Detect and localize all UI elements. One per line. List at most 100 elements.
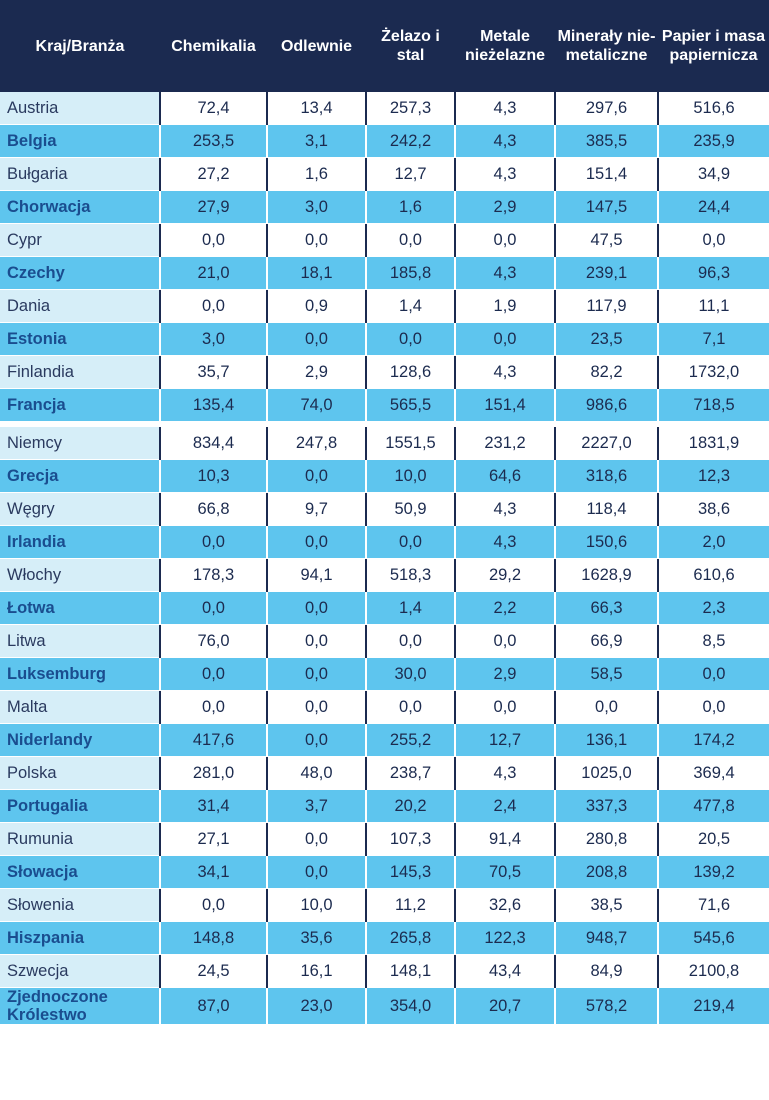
country-cell: Bułgaria: [0, 157, 160, 191]
table-row: Bułgaria 27,2 1,6 12,7 4,3 151,4 34,9: [0, 157, 769, 191]
foundries-cell: 23,0: [266, 987, 366, 1025]
iron-steel-cell: 30,0: [365, 657, 455, 691]
foundries-cell: 13,4: [266, 92, 366, 125]
non-ferrous-metals-cell: 2,2: [454, 591, 555, 625]
non-ferrous-metals-cell: 2,9: [454, 657, 555, 691]
table-row: Słowenia 0,0 10,0 11,2 32,6 38,5 71,6: [0, 888, 769, 922]
non-metallic-minerals-cell: 23,5: [554, 322, 658, 356]
foundries-cell: 0,9: [266, 289, 366, 323]
industry-data-table: Kraj/Branża Chemikalia Odlewnie Żelazo i…: [0, 0, 769, 1025]
pulp-paper-cell: 610,6: [657, 558, 769, 592]
iron-steel-cell: 12,7: [365, 157, 455, 191]
country-cell: Dania: [0, 289, 160, 323]
non-metallic-minerals-cell: 2227,0: [554, 421, 658, 460]
chemicals-cell: 148,8: [159, 921, 267, 955]
pulp-paper-cell: 96,3: [657, 256, 769, 290]
foundries-cell: 3,1: [266, 124, 366, 158]
country-cell: Portugalia: [0, 789, 160, 823]
foundries-cell: 0,0: [266, 459, 366, 493]
country-cell: Czechy: [0, 256, 160, 290]
country-cell: Niderlandy: [0, 723, 160, 757]
pulp-paper-cell: 38,6: [657, 492, 769, 526]
iron-steel-cell: 1551,5: [365, 421, 455, 460]
table-row: Rumunia 27,1 0,0 107,3 91,4 280,8 20,5: [0, 822, 769, 856]
non-metallic-minerals-cell: 84,9: [554, 954, 658, 988]
table-row: Portugalia 31,4 3,7 20,2 2,4 337,3 477,8: [0, 789, 769, 823]
iron-steel-cell: 128,6: [365, 355, 455, 389]
non-ferrous-metals-cell: 91,4: [454, 822, 555, 856]
table-row: Łotwa 0,0 0,0 1,4 2,2 66,3 2,3: [0, 591, 769, 625]
chemicals-cell: 24,5: [159, 954, 267, 988]
table-row: Hiszpania 148,8 35,6 265,8 122,3 948,7 545,6: [0, 921, 769, 955]
non-ferrous-metals-cell: 4,3: [454, 756, 555, 790]
non-metallic-minerals-cell: 297,6: [554, 92, 658, 125]
iron-steel-cell: 20,2: [365, 789, 455, 823]
non-metallic-minerals-cell: 1025,0: [554, 756, 658, 790]
foundries-cell: 1,6: [266, 157, 366, 191]
non-metallic-minerals-cell: 82,2: [554, 355, 658, 389]
chemicals-cell: 417,6: [159, 723, 267, 757]
pulp-paper-cell: 1732,0: [657, 355, 769, 389]
country-cell: Polska: [0, 756, 160, 790]
pulp-paper-cell: 20,5: [657, 822, 769, 856]
chemicals-cell: 0,0: [159, 657, 267, 691]
country-cell: Zjednoczone Królestwo: [0, 987, 160, 1025]
iron-steel-cell: 11,2: [365, 888, 455, 922]
pulp-paper-cell: 0,0: [657, 690, 769, 724]
pulp-paper-cell: 139,2: [657, 855, 769, 889]
non-ferrous-metals-cell: 0,0: [454, 322, 555, 356]
non-metallic-minerals-cell: 136,1: [554, 723, 658, 757]
country-cell: Słowenia: [0, 888, 160, 922]
pulp-paper-cell: 71,6: [657, 888, 769, 922]
chemicals-cell: 76,0: [159, 624, 267, 658]
country-cell: Rumunia: [0, 822, 160, 856]
non-metallic-minerals-cell: 0,0: [554, 690, 658, 724]
table-row: Belgia 253,5 3,1 242,2 4,3 385,5 235,9: [0, 124, 769, 158]
foundries-cell: 94,1: [266, 558, 366, 592]
non-ferrous-metals-cell: 2,9: [454, 190, 555, 224]
chemicals-cell: 66,8: [159, 492, 267, 526]
country-cell: Irlandia: [0, 525, 160, 559]
pulp-paper-cell: 545,6: [657, 921, 769, 955]
iron-steel-cell: 1,6: [365, 190, 455, 224]
chemicals-cell: 27,9: [159, 190, 267, 224]
pulp-paper-cell: 8,5: [657, 624, 769, 658]
country-cell: Luksemburg: [0, 657, 160, 691]
country-cell: Belgia: [0, 124, 160, 158]
non-metallic-minerals-cell: 239,1: [554, 256, 658, 290]
header-non-ferrous-metals: Metale nieżelazne: [455, 0, 555, 92]
table-row: Litwa 76,0 0,0 0,0 0,0 66,9 8,5: [0, 624, 769, 658]
iron-steel-cell: 255,2: [365, 723, 455, 757]
non-metallic-minerals-cell: 47,5: [554, 223, 658, 257]
table-row: Słowacja 34,1 0,0 145,3 70,5 208,8 139,2: [0, 855, 769, 889]
non-metallic-minerals-cell: 337,3: [554, 789, 658, 823]
table-row: Niderlandy 417,6 0,0 255,2 12,7 136,1 174,2: [0, 723, 769, 757]
pulp-paper-cell: 2,3: [657, 591, 769, 625]
non-metallic-minerals-cell: 280,8: [554, 822, 658, 856]
foundries-cell: 2,9: [266, 355, 366, 389]
chemicals-cell: 21,0: [159, 256, 267, 290]
iron-steel-cell: 107,3: [365, 822, 455, 856]
chemicals-cell: 72,4: [159, 92, 267, 125]
iron-steel-cell: 0,0: [365, 624, 455, 658]
non-metallic-minerals-cell: 151,4: [554, 157, 658, 191]
foundries-cell: 18,1: [266, 256, 366, 290]
country-cell: Finlandia: [0, 355, 160, 389]
non-ferrous-metals-cell: 231,2: [454, 421, 555, 460]
iron-steel-cell: 1,4: [365, 591, 455, 625]
iron-steel-cell: 10,0: [365, 459, 455, 493]
non-metallic-minerals-cell: 66,3: [554, 591, 658, 625]
iron-steel-cell: 265,8: [365, 921, 455, 955]
non-metallic-minerals-cell: 117,9: [554, 289, 658, 323]
iron-steel-cell: 50,9: [365, 492, 455, 526]
pulp-paper-cell: 0,0: [657, 657, 769, 691]
foundries-cell: 247,8: [266, 421, 366, 460]
iron-steel-cell: 145,3: [365, 855, 455, 889]
non-metallic-minerals-cell: 147,5: [554, 190, 658, 224]
iron-steel-cell: 0,0: [365, 690, 455, 724]
non-metallic-minerals-cell: 150,6: [554, 525, 658, 559]
chemicals-cell: 87,0: [159, 987, 267, 1025]
non-ferrous-metals-cell: 4,3: [454, 92, 555, 125]
table-row: Zjednoczone Królestwo 87,0 23,0 354,0 20,7 57…: [0, 987, 769, 1025]
country-cell: Szwecja: [0, 954, 160, 988]
